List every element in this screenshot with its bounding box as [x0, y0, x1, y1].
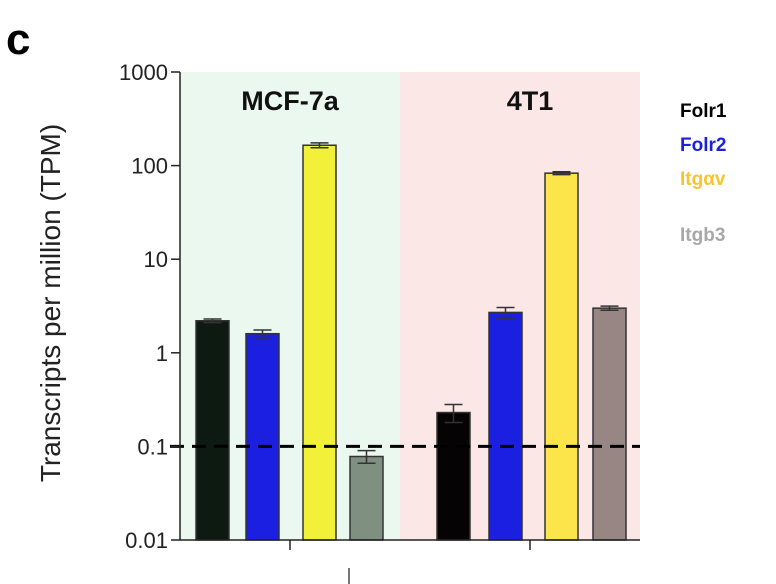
legend-item: Folr1 — [680, 101, 727, 122]
group-label: MCF-7a — [241, 86, 339, 116]
legend-item: Itgb3 — [680, 225, 725, 246]
bar-itgb3 — [349, 455, 384, 541]
y-tick-label: 0.01 — [125, 528, 168, 553]
y-tick-label: 1 — [156, 341, 168, 366]
bar-itgav — [302, 144, 337, 541]
legend-item: Folr2 — [680, 135, 726, 156]
axes: 0.01 0.1 1 10 100 1000 — [119, 60, 640, 584]
error-bar — [552, 170, 571, 176]
bar-folr1 — [195, 319, 230, 541]
group-labels: MCF-7a 4T1 — [241, 86, 553, 116]
y-tick-label: 10 — [144, 247, 168, 272]
bar-itgav — [544, 172, 579, 541]
y-axis-label: Transcripts per million (TPM) — [35, 124, 66, 482]
error-bar — [357, 449, 376, 465]
error-bar — [203, 318, 222, 324]
bar-folr2 — [488, 311, 523, 541]
error-bar — [600, 305, 619, 311]
y-tick-label: 0.1 — [137, 434, 168, 459]
bar-folr1 — [436, 411, 471, 541]
error-bar — [444, 403, 463, 424]
error-bar — [310, 142, 329, 149]
y-tick-label: 100 — [131, 154, 168, 179]
legend: Folr1 Folr2 Itgαv Itgb3 — [680, 101, 727, 246]
group-label: 4T1 — [507, 86, 554, 116]
y-tick-label: 1000 — [119, 60, 168, 85]
bars — [195, 142, 627, 541]
error-bar — [496, 306, 515, 319]
bar-itgb3 — [592, 307, 627, 541]
error-bar — [253, 329, 272, 339]
legend-item: Itgαv — [680, 169, 726, 190]
bar-folr2 — [245, 332, 280, 541]
panel-letter: c — [6, 15, 30, 64]
